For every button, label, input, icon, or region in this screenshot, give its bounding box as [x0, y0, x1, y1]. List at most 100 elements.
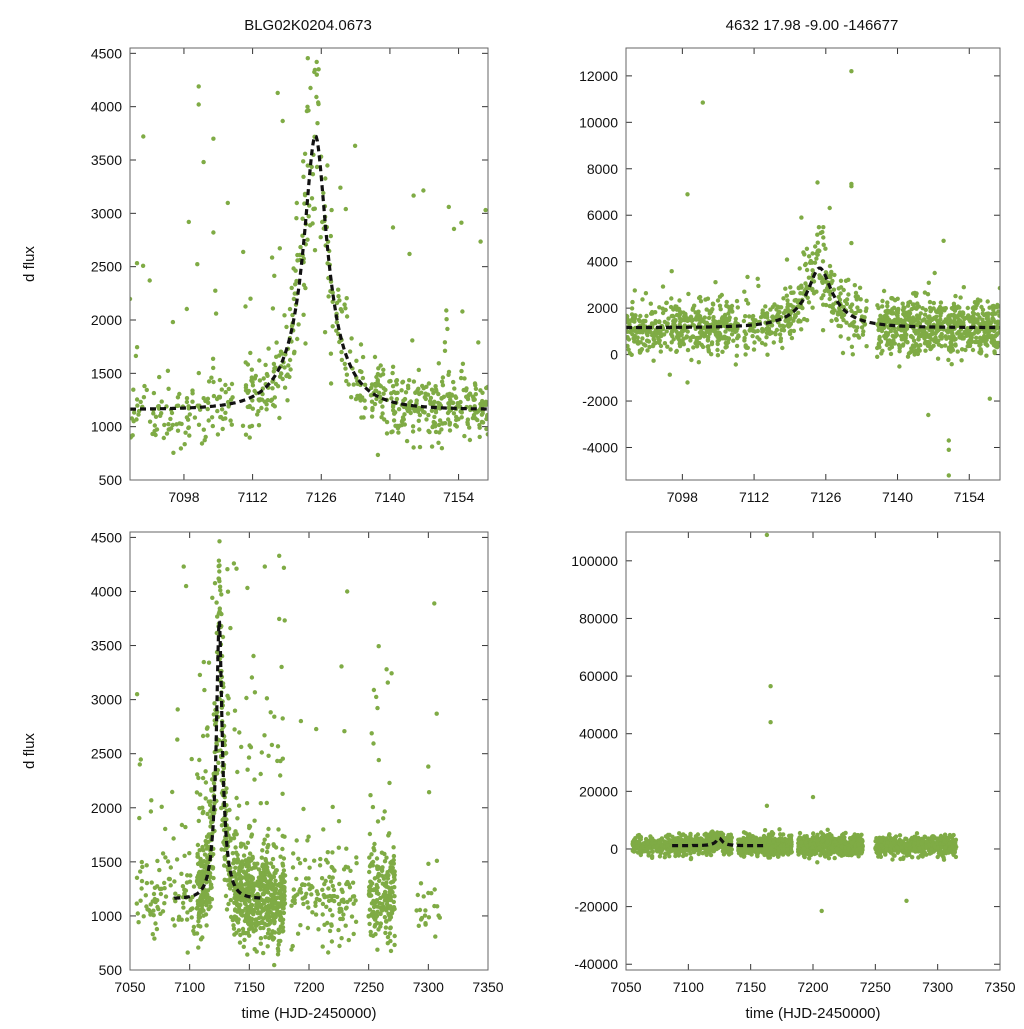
data-point	[148, 278, 152, 282]
data-point	[807, 300, 811, 304]
data-point	[336, 928, 340, 932]
data-point	[185, 307, 189, 311]
data-point	[251, 654, 255, 658]
data-point	[804, 262, 808, 266]
outlier-point	[849, 69, 853, 73]
data-point	[227, 808, 231, 812]
data-point	[311, 207, 315, 211]
data-point	[200, 862, 204, 866]
data-point	[273, 404, 277, 408]
data-point	[315, 165, 319, 169]
data-point	[392, 907, 396, 911]
data-point	[205, 812, 209, 816]
data-point	[441, 383, 445, 387]
data-point	[734, 362, 738, 366]
data-point	[823, 289, 827, 293]
data-point	[281, 119, 285, 123]
data-point	[354, 920, 358, 924]
data-point	[295, 892, 299, 896]
data-point	[136, 911, 140, 915]
outlier-point	[685, 380, 689, 384]
data-point	[707, 832, 711, 836]
data-point	[344, 379, 348, 383]
data-point	[418, 445, 422, 449]
data-point	[444, 308, 448, 312]
y-tick-label: 3000	[91, 205, 122, 221]
data-point	[162, 901, 166, 905]
data-point	[239, 880, 243, 884]
data-point	[152, 936, 156, 940]
data-point	[399, 388, 403, 392]
model-curve	[130, 136, 488, 409]
data-point	[213, 289, 217, 293]
data-point	[429, 891, 433, 895]
outlier-point	[941, 239, 945, 243]
data-point	[424, 397, 428, 401]
data-point	[325, 163, 329, 167]
data-point	[972, 332, 976, 336]
data-point	[845, 297, 849, 301]
data-point	[292, 895, 296, 899]
outlier-point	[187, 220, 191, 224]
data-point	[392, 418, 396, 422]
data-point	[756, 284, 760, 288]
data-point	[246, 841, 250, 845]
data-point	[636, 844, 640, 848]
data-point	[991, 317, 995, 321]
data-point	[330, 939, 334, 943]
data-point	[830, 310, 834, 314]
data-point	[247, 405, 251, 409]
data-point	[768, 307, 772, 311]
data-point	[776, 838, 780, 842]
data-point	[339, 936, 343, 940]
data-point	[281, 918, 285, 922]
data-point	[885, 300, 889, 304]
data-point	[991, 308, 995, 312]
data-point	[139, 886, 143, 890]
data-point	[403, 422, 407, 426]
data-point	[971, 306, 975, 310]
data-point	[149, 912, 153, 916]
data-point	[720, 845, 724, 849]
data-point	[209, 885, 213, 889]
data-point	[238, 869, 242, 873]
data-point	[641, 841, 645, 845]
data-point	[309, 892, 313, 896]
data-point	[243, 901, 247, 905]
data-point	[215, 437, 219, 441]
data-point	[980, 318, 984, 322]
data-point	[202, 660, 206, 664]
data-point	[392, 900, 396, 904]
data-point	[220, 487, 224, 491]
data-point	[267, 928, 271, 932]
data-point	[163, 827, 167, 831]
data-point	[820, 279, 824, 283]
data-point	[135, 901, 139, 905]
data-point	[645, 348, 649, 352]
data-point	[207, 832, 211, 836]
data-point	[391, 384, 395, 388]
data-point	[720, 350, 724, 354]
data-point	[288, 358, 292, 362]
data-point	[433, 887, 437, 891]
data-point	[306, 835, 310, 839]
data-point	[883, 314, 887, 318]
data-point	[433, 934, 437, 938]
x-tick-label: 7098	[667, 489, 698, 505]
data-point	[157, 375, 161, 379]
data-point	[864, 344, 868, 348]
outlier-point	[176, 707, 180, 711]
data-point	[380, 411, 384, 415]
data-point	[912, 339, 916, 343]
data-point	[991, 312, 995, 316]
data-point	[328, 908, 332, 912]
outlier-point	[435, 712, 439, 716]
data-point	[239, 898, 243, 902]
data-point	[877, 318, 881, 322]
data-point	[651, 333, 655, 337]
data-point	[276, 952, 280, 956]
data-point	[780, 346, 784, 350]
data-point	[198, 875, 202, 879]
data-point	[459, 369, 463, 373]
